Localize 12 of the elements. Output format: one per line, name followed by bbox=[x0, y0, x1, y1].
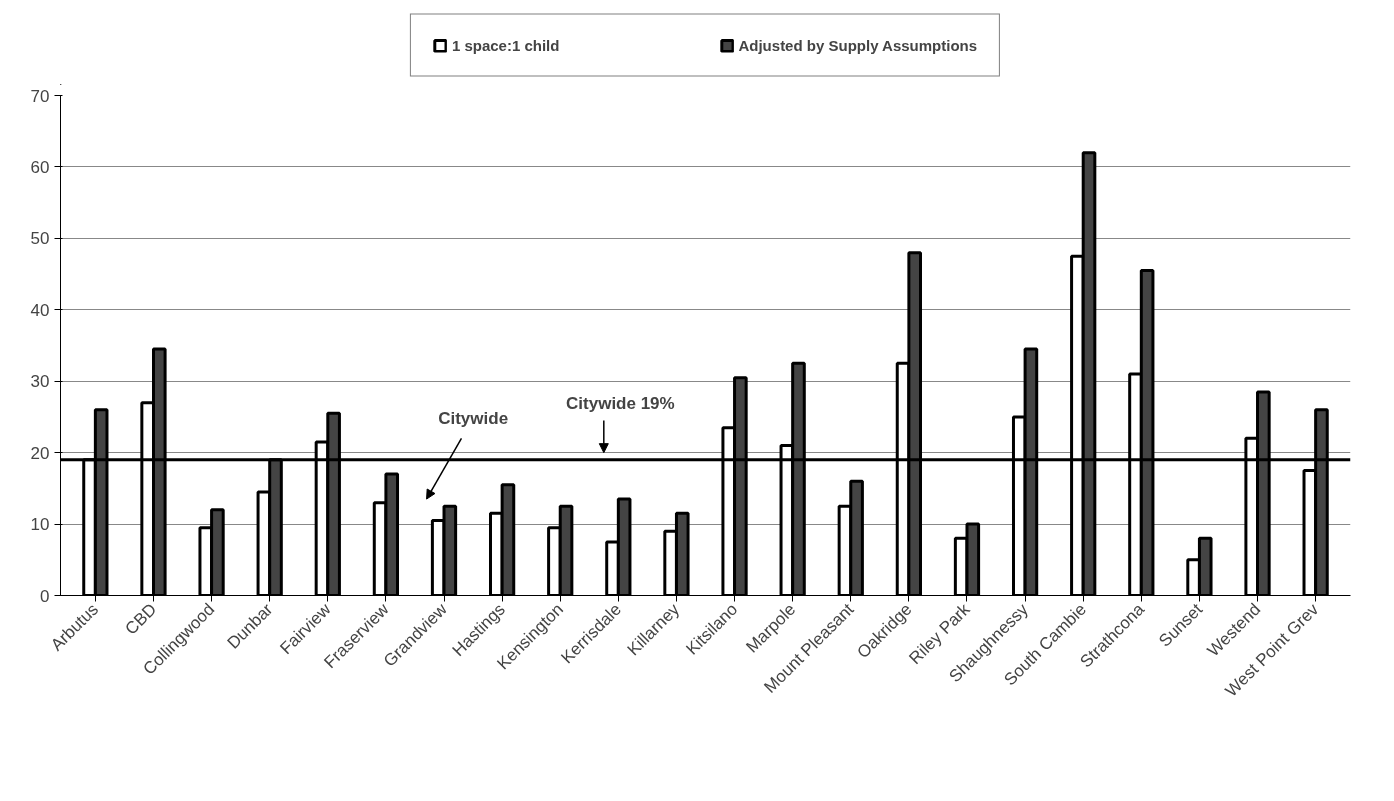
y-tick-label: 10 bbox=[30, 515, 50, 535]
legend-label: Adjusted by Supply Assumptions bbox=[738, 36, 978, 54]
annotation: Citywide bbox=[438, 408, 509, 428]
y-tick-label: 40 bbox=[30, 300, 50, 320]
y-tick-label: 20 bbox=[30, 443, 50, 463]
y-tick-label: 70 bbox=[30, 86, 50, 106]
y-tick-label: 30 bbox=[30, 372, 50, 392]
y-tick-label: 0 bbox=[40, 586, 50, 606]
y-tick-label: 60 bbox=[30, 157, 50, 177]
ref-line-label: Citywide 19% bbox=[566, 394, 675, 414]
y-tick-label: 50 bbox=[30, 229, 50, 249]
legend-label: 1 space:1 child bbox=[451, 36, 560, 54]
